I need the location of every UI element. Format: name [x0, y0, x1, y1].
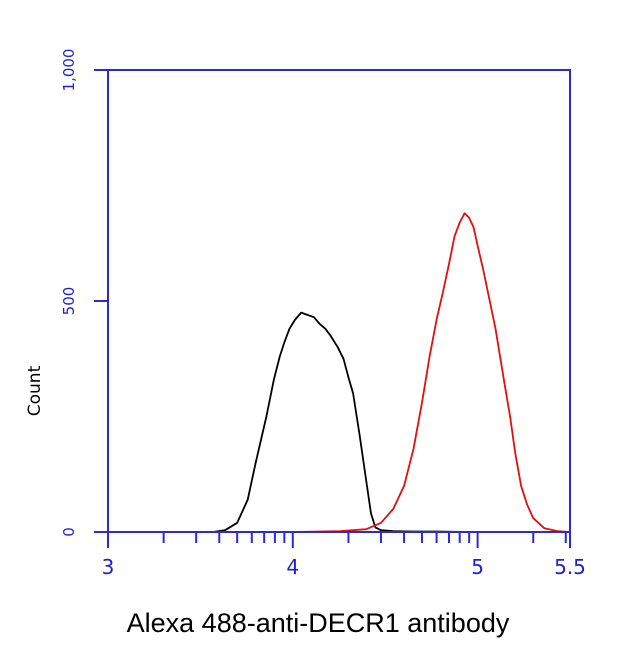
- x-tick-label: 5.5: [554, 555, 586, 579]
- plot-frame: [107, 69, 571, 533]
- x-axis-label: Alexa 488-anti-DECR1 antibody: [126, 608, 510, 638]
- control-histogram-line: [181, 311, 534, 533]
- series-lines: [181, 212, 571, 533]
- y-tick-label: 1,000: [60, 49, 78, 92]
- x-tick-label: 3: [102, 555, 115, 579]
- y-axis: 0 500 1,000: [60, 49, 108, 537]
- antibody-histogram-line: [292, 212, 571, 533]
- y-axis-title: Count: [25, 365, 45, 416]
- y-tick-label: 0: [60, 527, 78, 537]
- x-tick-label: 4: [286, 555, 299, 579]
- x-tick-label: 5: [471, 555, 484, 579]
- y-axis-label: Count: [25, 365, 45, 416]
- y-tick-label: 500: [60, 287, 78, 316]
- histogram-chart: 0 500 1,000 3 4 5 5.5 Count: [25, 49, 586, 579]
- x-axis: 3 4 5 5.5: [102, 532, 586, 579]
